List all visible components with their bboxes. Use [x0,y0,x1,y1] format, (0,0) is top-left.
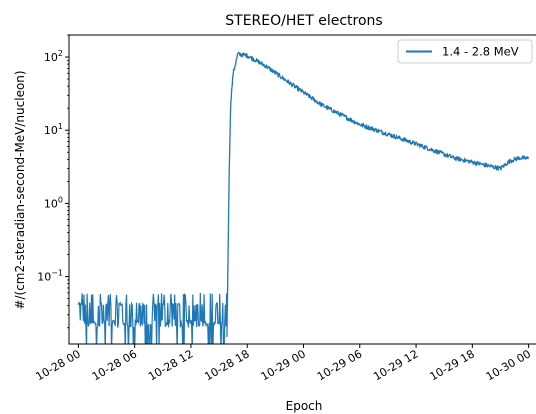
x-tick-label: 10-30 00 [484,347,533,383]
x-tick-label: 10-29 06 [315,347,364,383]
x-tick-label: 10-28 18 [202,347,251,383]
series-line [226,51,530,337]
y-tick-label: 101 [44,122,63,137]
y-axis-label-group: #/(cm2-steradian-second-MeV/nucleon) [13,70,27,309]
x-tick-label: 10-29 12 [371,347,420,383]
legend-label: 1.4 - 2.8 MeV [442,45,519,59]
y-tick-label: 10−1 [37,269,63,284]
plot-area [68,34,536,345]
x-tick-label: 10-29 18 [427,347,476,383]
tick-layer: 10-28 00 10-28 06 10-28 12 10-28 18 10-29 00… [34,34,533,383]
x-tick-label: 10-29 00 [259,347,308,383]
x-axis-label: Epoch [286,399,323,413]
series-background-noise [77,293,228,344]
y-tick-label: 102 [44,49,63,64]
legend-box [397,39,533,64]
x-tick-label: 10-28 06 [90,347,139,383]
y-axis-label: #/(cm2-steradian-second-MeV/nucleon) [13,70,27,309]
chart-title: STEREO/HET electrons [225,13,382,29]
x-tick-label: 10-28 00 [34,347,83,383]
y-tick-label: 100 [44,195,63,210]
legend: 1.4 - 2.8 MeV [397,39,533,64]
x-tick-label: 10-28 12 [146,347,195,383]
series-clip-group [77,51,530,344]
axes-frame [68,34,536,345]
